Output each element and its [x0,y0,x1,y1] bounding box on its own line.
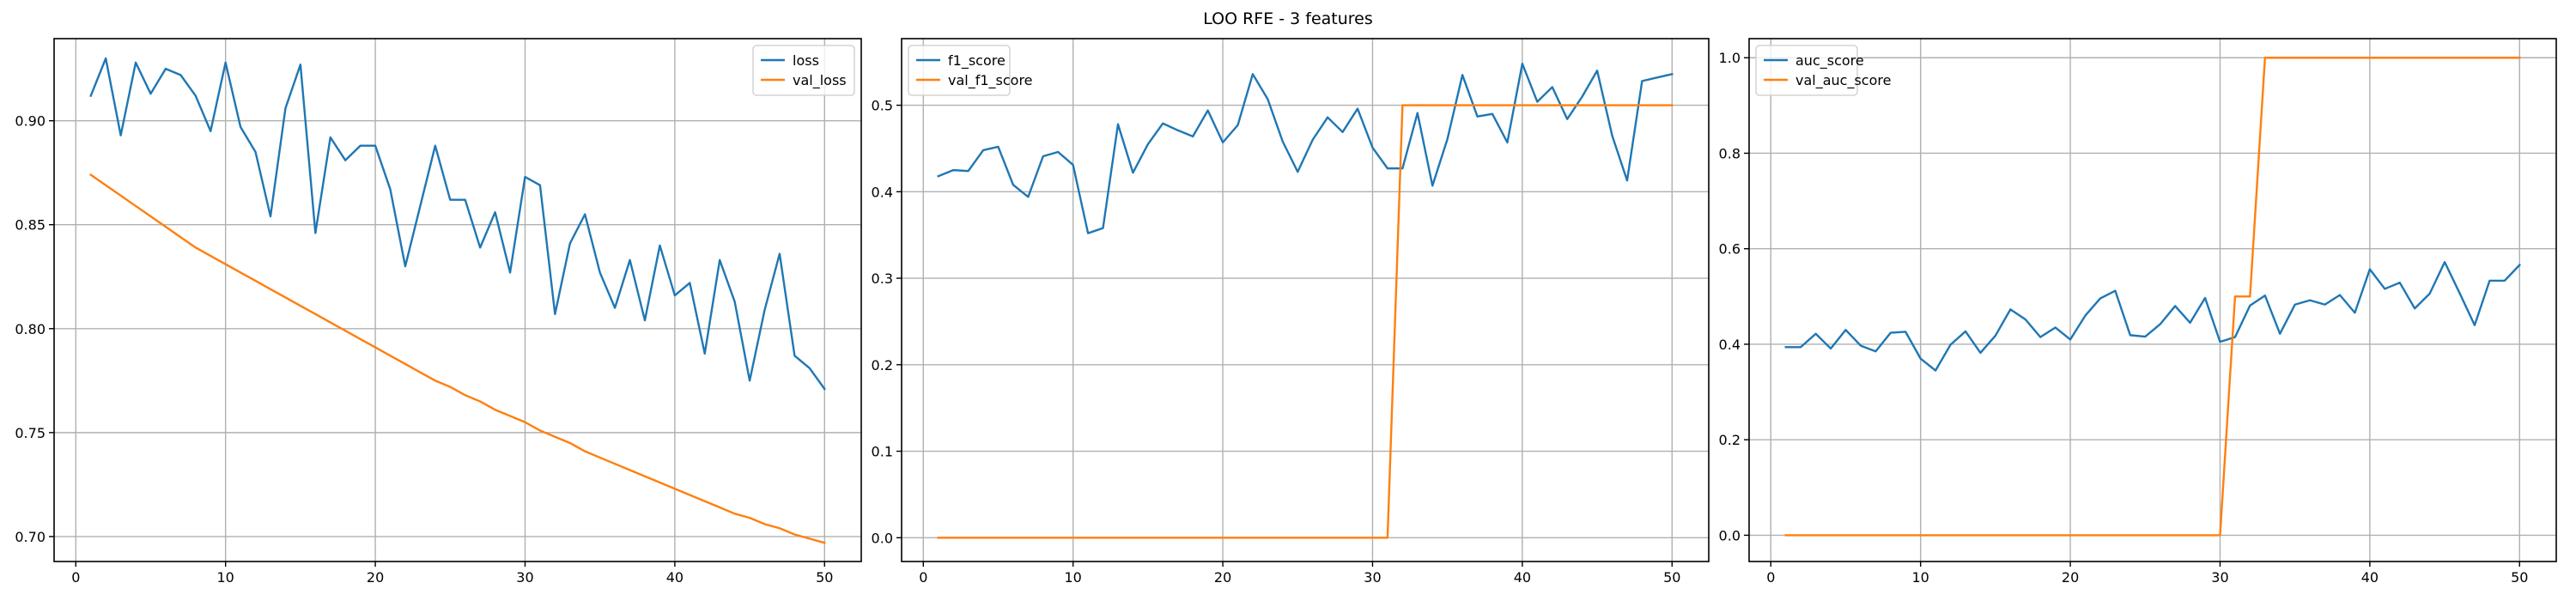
x-tick-label: 10 [1912,569,1929,586]
series-line-loss [89,57,826,391]
y-tick-label: 0.5 [872,98,893,114]
x-tick-label: 30 [1364,569,1381,586]
subplot-2: 0 10 20 30 40 50 0.0 0.1 0.2 0.3 0.4 0.5 f1_scoreval… [872,38,1710,586]
legend-box [1755,45,1858,96]
x-tick-label: 10 [1065,569,1082,586]
subplots: 0 10 20 30 40 500.700.750.800.850.90lossval_l… [15,38,2557,586]
legend: f1_score val_f1_score [908,45,1033,96]
subplot-3: 0 10 20 30 40 50 0.0 0.2 0.4 0.6 0.8 1.0 auc_scoreva… [1719,38,2557,586]
axes-frame [1748,38,2557,562]
series-line-val-loss [89,173,826,544]
series-line-val-auc-score [1784,57,2521,537]
y-tick-label: 0.90 [15,113,46,130]
x-tick-label: 20 [2062,569,2079,586]
x-tick-label: 30 [516,569,533,586]
legend-label: val_auc_score [1795,72,1891,89]
y-tick-label: 0.75 [15,425,46,441]
x-tick-label: 0 [919,569,927,586]
y-tick-label: 0.4 [872,184,893,200]
legend: auc_score val_auc_score [1755,45,1891,96]
x-tick-label: 50 [1663,569,1680,586]
x-tick-label: 10 [217,569,234,586]
x-tick-label: 20 [1214,569,1231,586]
legend-label: val_loss [793,72,847,89]
x-tick-label: 0 [1766,569,1775,586]
y-tick-label: 0.0 [1719,527,1741,543]
y-tick-label: 0.0 [872,530,893,546]
y-tick-label: 0.70 [15,529,46,545]
x-tick-label: 0 [71,569,80,586]
figure-title: LOO RFE - 3 features [1203,9,1373,28]
y-tick-label: 0.85 [15,217,46,234]
y-tick-label: 0.3 [872,270,893,287]
axes-frame [53,38,862,562]
legend-box [908,45,1011,96]
legend: loss val_loss [752,45,855,96]
y-tick-label: 0.6 [1719,241,1741,258]
x-tick-label: 50 [2511,569,2528,586]
legend-label: val_f1_score [948,72,1033,89]
series-line-f1-score [937,63,1674,234]
x-tick-label: 40 [666,569,683,586]
series-line-auc-score [1784,261,2521,372]
y-tick-label: 0.80 [15,321,46,337]
legend-label: loss [793,52,819,69]
y-tick-label: 1.0 [1719,50,1741,66]
x-tick-label: 20 [367,569,384,586]
x-tick-label: 40 [1514,569,1531,586]
legend-box [752,45,855,96]
y-tick-label: 0.2 [872,357,893,373]
legend-label: auc_score [1795,52,1864,70]
y-tick-label: 0.2 [1719,432,1741,448]
legend-label: f1_score [948,52,1005,70]
y-tick-label: 0.8 [1719,145,1741,161]
x-tick-label: 30 [2211,569,2228,586]
axes-frame [901,38,1710,562]
y-tick-label: 0.1 [872,444,893,460]
subplot-1: 0 10 20 30 40 50 0.70 0.75 0.80 0.85 0.90 loss val_l… [15,38,862,586]
x-tick-label: 40 [2361,569,2379,586]
series-line-val-f1-score [937,104,1674,539]
y-tick-label: 0.4 [1719,337,1741,353]
x-tick-label: 50 [816,569,833,586]
